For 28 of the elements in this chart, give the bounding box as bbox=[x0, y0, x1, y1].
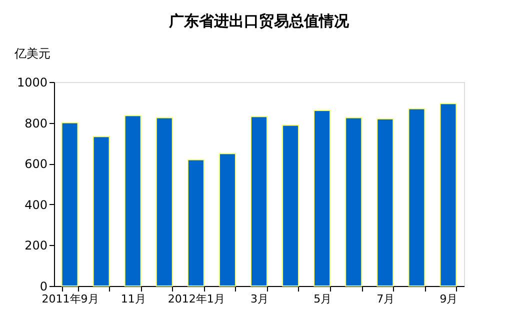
x-tick-label: 7月 bbox=[376, 292, 395, 306]
y-tick-label: 400 bbox=[24, 198, 48, 212]
bar bbox=[440, 103, 457, 286]
x-tick-label: 2012年1月 bbox=[168, 292, 225, 306]
bar bbox=[92, 136, 110, 286]
bar bbox=[408, 108, 426, 286]
bar bbox=[218, 153, 236, 286]
y-tick-label: 800 bbox=[24, 116, 48, 130]
x-tick-label: 9月 bbox=[440, 292, 458, 306]
chart-title: 广东省进出口贸易总值情况 bbox=[168, 12, 350, 30]
y-tick-label: 0 bbox=[40, 280, 48, 294]
bar bbox=[250, 116, 268, 286]
bar bbox=[156, 117, 173, 286]
y-tick-label: 1000 bbox=[16, 76, 48, 90]
bar bbox=[376, 118, 394, 286]
x-tick-label: 5月 bbox=[314, 292, 332, 306]
bar bbox=[314, 110, 331, 286]
y-tick-label: 600 bbox=[24, 157, 48, 172]
bar bbox=[345, 117, 362, 286]
y-tick-label: 200 bbox=[24, 238, 48, 253]
y-axis-title: 亿美元 bbox=[14, 46, 50, 60]
bar bbox=[61, 122, 78, 286]
x-tick-label: 3月 bbox=[250, 292, 268, 306]
x-tick-label: 2011年9月 bbox=[42, 292, 99, 306]
x-tick-label: 11月 bbox=[120, 292, 146, 306]
bar bbox=[124, 115, 142, 286]
bar bbox=[282, 124, 300, 286]
bar bbox=[187, 159, 204, 286]
